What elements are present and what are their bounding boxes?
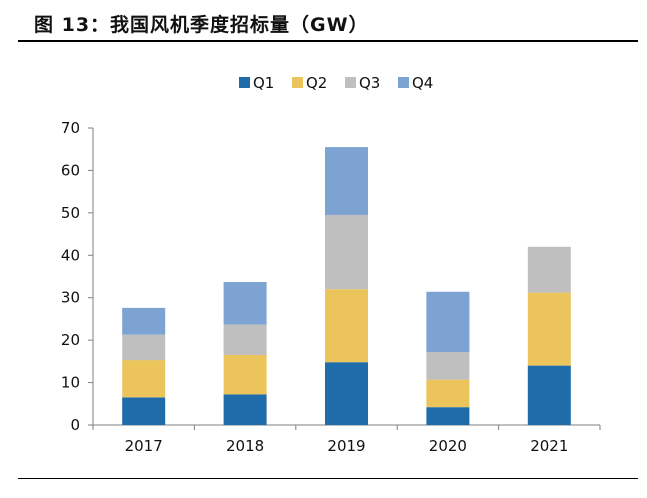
- bar-q1-2017: [122, 397, 166, 425]
- x-tick-label: 2018: [226, 437, 264, 455]
- y-tick-label: 30: [61, 289, 80, 307]
- legend-label-q3: Q3: [359, 74, 380, 92]
- bar-q4-2017: [122, 307, 166, 335]
- bar-q2-2018: [223, 354, 267, 395]
- x-tick-label: 2019: [327, 437, 365, 455]
- figure-header: 图 13：我国风机季度招标量（GW）: [18, 8, 638, 42]
- bar-q3-2020: [426, 352, 470, 380]
- y-tick-label: 20: [61, 331, 80, 349]
- bar-q2-2017: [122, 360, 166, 398]
- legend-label-q2: Q2: [306, 74, 327, 92]
- y-tick-label: 60: [61, 161, 80, 179]
- legend-swatch-q1: [239, 77, 250, 88]
- legend-swatch-q2: [292, 77, 303, 88]
- bar-q3-2021: [527, 246, 571, 293]
- bar-q2-2021: [527, 292, 571, 366]
- legend-swatch-q4: [398, 77, 409, 88]
- y-tick-label: 0: [70, 416, 80, 434]
- bar-q1-2018: [223, 394, 267, 425]
- legend-swatch-q3: [345, 77, 356, 88]
- y-tick-label: 70: [61, 119, 80, 137]
- y-tick-label: 50: [61, 204, 80, 222]
- y-tick-label: 40: [61, 246, 80, 264]
- x-tick-label: 2020: [429, 437, 467, 455]
- bar-q3-2019: [325, 214, 368, 290]
- x-tick-label: 2021: [530, 437, 568, 455]
- legend-label-q4: Q4: [412, 74, 433, 92]
- x-tick-label: 2017: [125, 437, 163, 455]
- bar-q2-2020: [426, 379, 470, 408]
- bar-q4-2018: [223, 282, 267, 325]
- bar-q4-2019: [325, 147, 368, 215]
- bar-q1-2020: [426, 407, 470, 425]
- legend-label-q1: Q1: [253, 74, 274, 92]
- y-tick-label: 10: [61, 374, 80, 392]
- bar-q1-2019: [325, 362, 368, 425]
- bar-q3-2018: [223, 324, 267, 355]
- bar-q2-2019: [325, 289, 368, 363]
- bar-q1-2021: [527, 365, 571, 425]
- bar-q3-2017: [122, 334, 166, 361]
- figure-title: 图 13：我国风机季度招标量（GW）: [34, 14, 369, 36]
- bar-q4-2020: [426, 291, 470, 353]
- figure-footer-rule: [18, 478, 638, 479]
